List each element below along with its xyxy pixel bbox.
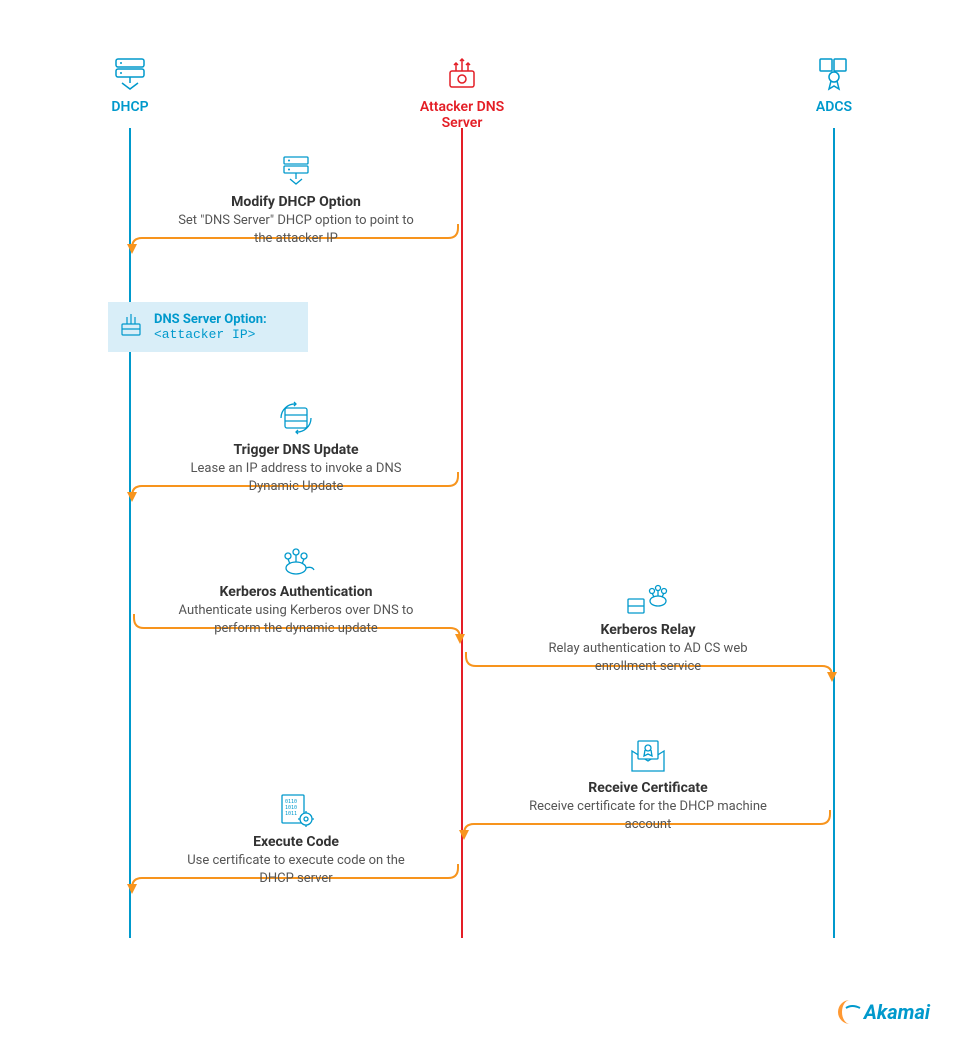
lane-label-attacker: Attacker DNS Server [402, 99, 522, 131]
akamai-logo: Akamai [836, 998, 930, 1026]
modify-icon [176, 150, 416, 190]
step-trigger: Trigger DNS Update Lease an IP address to… [176, 398, 416, 495]
lane-label-dhcp: DHCP [70, 99, 190, 115]
dns-option-callout: DNS Server Option: <attacker IP> [108, 302, 308, 352]
step-kauth: Kerberos Authentication Authenticate usin… [166, 540, 426, 637]
lane-label-adcs: ADCS [774, 99, 894, 115]
step-title: Receive Certificate [528, 780, 768, 796]
step-krelay: Kerberos Relay Relay authentication to AD… [528, 578, 768, 675]
step-title: Kerberos Relay [528, 622, 768, 638]
step-desc: Use certificate to execute code on the D… [176, 852, 416, 887]
step-recvcert: Receive Certificate Receive certificate f… [528, 736, 768, 833]
step-desc: Relay authentication to AD CS web enroll… [528, 640, 768, 675]
step-exec: 011010101011 Execute Code Use certificate … [176, 790, 416, 887]
arrow-layer [0, 0, 960, 1040]
step-modify: Modify DHCP Option Set "DNS Server" DHCP … [176, 150, 416, 247]
step-title: Kerberos Authentication [166, 584, 426, 600]
step-title: Execute Code [176, 834, 416, 850]
exec-icon: 011010101011 [176, 790, 416, 830]
lane-line-adcs [833, 128, 835, 938]
svg-text:1011: 1011 [285, 811, 297, 817]
callout-sub: <attacker IP> [154, 327, 294, 342]
logo-text: Akamai [864, 1000, 930, 1024]
step-desc: Set "DNS Server" DHCP option to point to… [176, 212, 416, 247]
krelay-icon [528, 578, 768, 618]
step-desc: Authenticate using Kerberos over DNS to … [166, 602, 426, 637]
step-desc: Receive certificate for the DHCP machine… [528, 798, 768, 833]
callout-title: DNS Server Option: [154, 312, 294, 327]
lane-line-attacker [461, 128, 463, 938]
step-title: Trigger DNS Update [176, 442, 416, 458]
recvcert-icon [528, 736, 768, 776]
attacker-icon [402, 55, 522, 93]
lane-header-adcs: ADCS [774, 55, 894, 115]
attacker-small-icon [118, 312, 144, 342]
lane-header-dhcp: DHCP [70, 55, 190, 115]
step-title: Modify DHCP Option [176, 194, 416, 210]
lane-header-attacker: Attacker DNS Server [402, 55, 522, 131]
server-icon [70, 55, 190, 93]
cert-icon [774, 55, 894, 93]
step-desc: Lease an IP address to invoke a DNS Dyna… [176, 460, 416, 495]
lane-line-dhcp [129, 128, 131, 938]
akamai-wave-icon [836, 998, 864, 1026]
kauth-icon [166, 540, 426, 580]
trigger-icon [176, 398, 416, 438]
